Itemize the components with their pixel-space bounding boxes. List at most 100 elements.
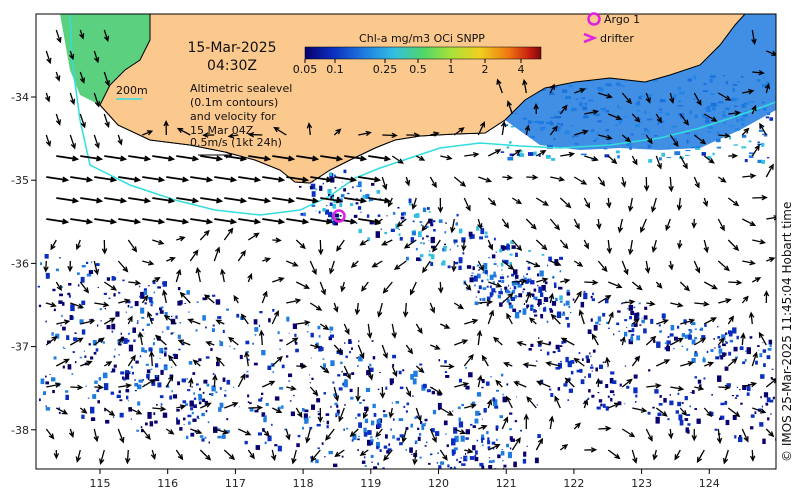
chl-speckle bbox=[215, 299, 221, 305]
chl-speckle bbox=[635, 394, 638, 398]
chl-speckle bbox=[627, 308, 629, 310]
chl-speckle bbox=[146, 369, 151, 374]
chl-speckle bbox=[398, 229, 400, 230]
chl-speckle bbox=[351, 439, 354, 442]
chl-speckle bbox=[386, 450, 390, 454]
chl-speckle bbox=[118, 390, 121, 394]
chl-speckle bbox=[506, 146, 510, 149]
chl-speckle bbox=[416, 257, 421, 261]
chl-speckle bbox=[210, 392, 214, 396]
colorbar-tick-label: 0.1 bbox=[326, 63, 344, 76]
chl-speckle bbox=[477, 482, 478, 484]
chl-speckle bbox=[387, 448, 392, 452]
velocity-arrow bbox=[650, 197, 657, 213]
velocity-arrow bbox=[535, 197, 549, 206]
velocity-arrow bbox=[349, 428, 359, 438]
chl-speckle bbox=[559, 300, 563, 303]
chl-speckle bbox=[169, 359, 173, 361]
chl-speckle bbox=[636, 335, 641, 341]
chl-speckle bbox=[203, 379, 208, 384]
chl-speckle bbox=[353, 214, 358, 218]
chl-speckle bbox=[738, 146, 742, 149]
velocity-arrow bbox=[670, 302, 684, 308]
chl-speckle bbox=[522, 308, 527, 315]
chl-speckle bbox=[151, 318, 153, 320]
chl-speckle bbox=[758, 349, 760, 351]
chl-speckle bbox=[417, 436, 421, 441]
chl-speckle bbox=[163, 364, 168, 371]
chl-speckle bbox=[202, 391, 205, 394]
chl-speckle bbox=[53, 356, 57, 360]
velocity-arrow bbox=[432, 239, 441, 253]
chl-speckle bbox=[482, 287, 487, 290]
chl-speckle bbox=[315, 342, 319, 347]
velocity-arrow bbox=[430, 131, 440, 137]
velocity-arrow bbox=[361, 281, 369, 292]
chl-speckle bbox=[399, 386, 404, 390]
chl-speckle bbox=[86, 273, 92, 277]
velocity-arrow bbox=[286, 218, 310, 225]
velocity-arrow bbox=[679, 113, 689, 126]
chl-speckle bbox=[549, 388, 552, 391]
chl-speckle bbox=[500, 288, 502, 291]
velocity-arrow bbox=[190, 428, 203, 435]
chl-speckle bbox=[196, 301, 199, 303]
chl-speckle bbox=[115, 311, 120, 317]
chl-speckle bbox=[511, 273, 514, 277]
chl-speckle bbox=[551, 158, 556, 161]
velocity-arrow bbox=[622, 299, 636, 305]
velocity-arrow bbox=[679, 407, 688, 417]
chl-speckle bbox=[90, 318, 94, 321]
velocity-arrow bbox=[127, 354, 136, 367]
chl-speckle bbox=[474, 454, 477, 458]
chl-speckle bbox=[687, 423, 691, 426]
chl-speckle bbox=[597, 316, 602, 322]
chl-speckle bbox=[201, 438, 205, 442]
chl-speckle bbox=[523, 451, 527, 457]
chl-speckle bbox=[678, 414, 683, 421]
chl-speckle bbox=[526, 304, 530, 308]
chl-speckle bbox=[560, 345, 563, 347]
chl-speckle bbox=[454, 474, 457, 476]
chl-speckle bbox=[311, 191, 316, 197]
chl-speckle bbox=[469, 277, 474, 283]
chl-speckle bbox=[127, 301, 131, 304]
chl-speckle bbox=[424, 445, 427, 447]
velocity-arrow bbox=[79, 71, 86, 84]
chl-speckle bbox=[445, 433, 447, 435]
chl-speckle bbox=[389, 378, 394, 384]
chl-speckle bbox=[495, 291, 497, 293]
chl-speckle bbox=[456, 245, 459, 247]
chl-speckle bbox=[583, 292, 588, 300]
chl-speckle bbox=[458, 417, 461, 422]
chl-speckle bbox=[624, 331, 628, 337]
velocity-arrow bbox=[454, 381, 470, 388]
velocity-arrow bbox=[763, 290, 770, 304]
chl-speckle bbox=[186, 290, 190, 295]
chl-speckle bbox=[444, 243, 446, 246]
chl-speckle bbox=[211, 328, 215, 332]
velocity-arrow bbox=[103, 407, 116, 417]
chl-speckle bbox=[538, 337, 540, 339]
chl-speckle bbox=[509, 428, 512, 431]
colorbar-title: Chl-a mg/m3 OCi SNPP bbox=[359, 32, 485, 45]
velocity-arrow bbox=[67, 260, 73, 273]
chl-speckle bbox=[703, 377, 706, 380]
chl-speckle bbox=[633, 374, 638, 379]
chl-speckle bbox=[546, 351, 550, 356]
chl-speckle bbox=[338, 387, 343, 391]
chl-speckle bbox=[539, 270, 544, 277]
chl-speckle bbox=[438, 219, 443, 223]
chl-speckle bbox=[554, 284, 557, 288]
velocity-arrow bbox=[655, 281, 663, 289]
velocity-arrow bbox=[104, 197, 128, 204]
chl-speckle bbox=[556, 311, 562, 318]
velocity-arrow bbox=[272, 277, 285, 283]
chl-speckle bbox=[303, 413, 308, 420]
velocity-arrow bbox=[402, 302, 409, 318]
chl-speckle bbox=[544, 306, 546, 308]
chl-speckle bbox=[193, 397, 197, 400]
chl-speckle bbox=[61, 314, 63, 317]
chl-speckle bbox=[68, 294, 71, 298]
chl-speckle bbox=[249, 402, 252, 405]
